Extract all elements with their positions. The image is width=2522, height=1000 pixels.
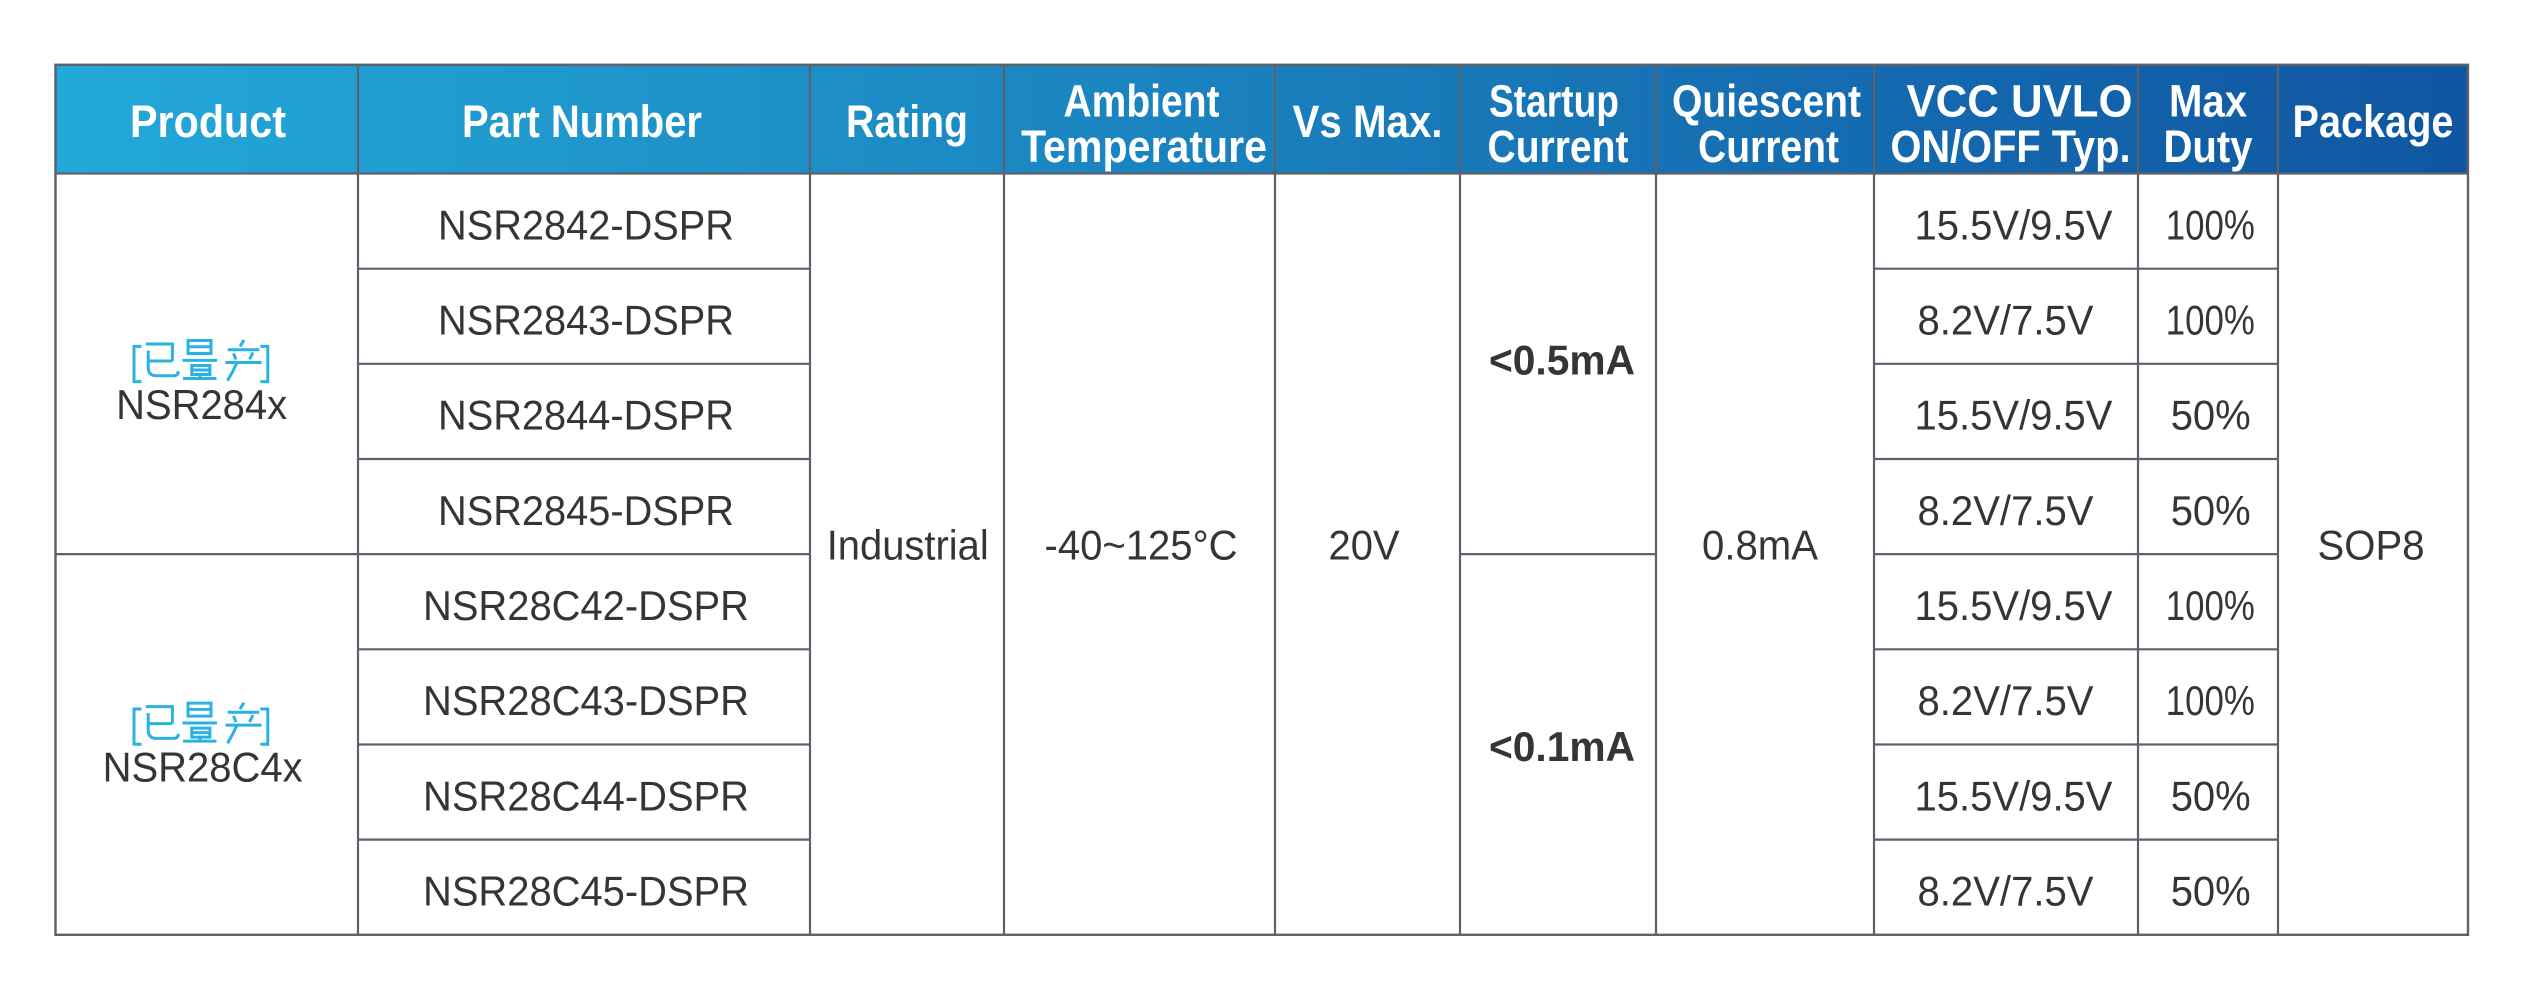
svg-text:8.2V/7.5V: 8.2V/7.5V [1918,677,2094,724]
svg-text:100%: 100% [2166,296,2255,343]
svg-text:Current: Current [1698,121,1839,172]
svg-text:Rating: Rating [846,96,968,147]
svg-text:Part Number: Part Number [462,96,702,147]
svg-text:50%: 50% [2171,487,2251,534]
svg-text:Ambient: Ambient [1064,76,1220,127]
svg-text:NSR2845-DSPR: NSR2845-DSPR [438,487,734,534]
svg-text:NSR2843-DSPR: NSR2843-DSPR [438,296,734,343]
svg-text:0.8mA: 0.8mA [1702,522,1818,569]
svg-text:<0.1mA: <0.1mA [1489,723,1635,770]
svg-text:Startup: Startup [1489,76,1619,127]
svg-text:ON/OFF Typ.: ON/OFF Typ. [1891,121,2131,172]
svg-text:8.2V/7.5V: 8.2V/7.5V [1918,296,2094,343]
svg-text:NSR28C44-DSPR: NSR28C44-DSPR [423,772,749,819]
svg-text:50%: 50% [2171,867,2251,914]
svg-text:NSR28C43-DSPR: NSR28C43-DSPR [423,677,749,724]
svg-text:SOP8: SOP8 [2318,522,2425,569]
svg-text:100%: 100% [2166,201,2255,248]
svg-text:-40~125°C: -40~125°C [1045,522,1238,569]
svg-text:8.2V/7.5V: 8.2V/7.5V [1918,867,2094,914]
svg-text:Package: Package [2293,96,2454,147]
svg-text:15.5V/9.5V: 15.5V/9.5V [1915,392,2113,439]
svg-text:NSR2842-DSPR: NSR2842-DSPR [438,201,734,248]
svg-text:NSR284x: NSR284x [116,381,287,428]
svg-text:Product: Product [130,96,286,147]
svg-text:Industrial: Industrial [827,522,989,569]
svg-text:15.5V/9.5V: 15.5V/9.5V [1915,772,2113,819]
svg-text:<0.5mA: <0.5mA [1489,337,1635,384]
svg-text:Max: Max [2169,76,2247,127]
svg-text:NSR2844-DSPR: NSR2844-DSPR [438,392,734,439]
svg-text:Temperature: Temperature [1021,121,1267,172]
svg-text:8.2V/7.5V: 8.2V/7.5V [1918,487,2094,534]
svg-text:100%: 100% [2166,677,2255,724]
svg-text:NSR28C42-DSPR: NSR28C42-DSPR [423,582,749,629]
svg-text:100%: 100% [2166,582,2255,629]
svg-text:50%: 50% [2171,392,2251,439]
svg-text:Duty: Duty [2164,121,2254,172]
svg-text:Quiescent: Quiescent [1672,76,1861,127]
svg-text:15.5V/9.5V: 15.5V/9.5V [1915,582,2113,629]
svg-text:NSR28C45-DSPR: NSR28C45-DSPR [423,867,749,914]
svg-text:15.5V/9.5V: 15.5V/9.5V [1915,201,2113,248]
svg-text:20V: 20V [1329,522,1400,569]
svg-text:VCC UVLO: VCC UVLO [1907,76,2133,127]
svg-text:50%: 50% [2171,772,2251,819]
svg-text:Current: Current [1488,121,1629,172]
svg-text:Vs Max.: Vs Max. [1293,96,1443,147]
svg-text:NSR28C4x: NSR28C4x [103,743,303,790]
